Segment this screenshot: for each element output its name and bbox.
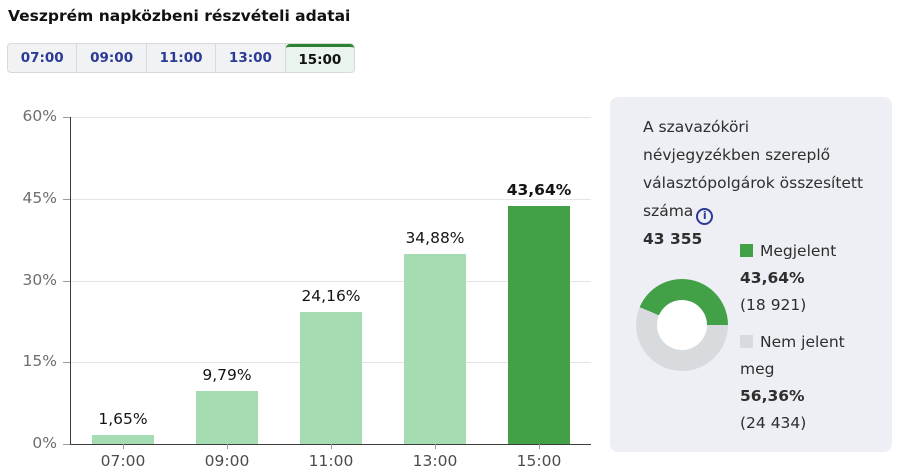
x-axis-tick xyxy=(123,444,124,449)
legend-count: (18 921) xyxy=(740,296,807,314)
y-axis-tick xyxy=(63,117,70,118)
bar-value-label: 9,79% xyxy=(202,365,252,384)
gridline xyxy=(71,117,591,118)
gridline xyxy=(71,198,591,200)
legend-percent: 56,36% xyxy=(740,387,805,405)
tab-15-00[interactable]: 15:00 xyxy=(285,44,354,72)
y-axis-tick xyxy=(63,362,70,364)
y-axis-tick xyxy=(63,280,70,282)
bar-1500[interactable] xyxy=(508,206,570,444)
y-axis-label: 45% xyxy=(22,188,57,207)
bar-value-label: 1,65% xyxy=(98,410,148,429)
legend-label: Megjelent xyxy=(760,242,837,260)
donut-chart[interactable] xyxy=(636,279,728,371)
legend-label: Nem jelent meg xyxy=(740,333,845,378)
megjelent-swatch xyxy=(740,244,753,257)
tab-11-00[interactable]: 11:00 xyxy=(147,44,217,72)
tab-07-00[interactable]: 07:00 xyxy=(8,44,78,72)
x-axis-tick xyxy=(227,444,228,449)
bar-value-label: 43,64% xyxy=(506,181,572,200)
donut-legend: Megjelent 43,64% (18 921) Nem jelent meg… xyxy=(740,238,884,447)
legend-count: (24 434) xyxy=(740,414,807,432)
bar-0900[interactable] xyxy=(196,390,258,444)
bar-value-label: 34,88% xyxy=(405,228,465,247)
donut-hole xyxy=(657,300,707,350)
voter-count-description: A szavazóköri névjegyzékben szereplő vál… xyxy=(643,118,864,220)
summary-panel: A szavazóköri névjegyzékben szereplő vál… xyxy=(610,97,892,452)
x-axis-label: 15:00 xyxy=(516,452,562,470)
page-title: Veszprém napközbeni részvételi adatai xyxy=(8,7,351,25)
legend-percent: 43,64% xyxy=(740,269,805,287)
legend-item-megjelent: Megjelent 43,64% (18 921) xyxy=(740,238,884,319)
bar-1100[interactable] xyxy=(300,312,362,444)
x-axis-tick xyxy=(331,444,332,449)
bar-chart-plot: 0% 15% 30% 45% 60% 1,65% 07:00 9,79% 09:00 24,16%… xyxy=(23,107,591,470)
nem-jelent-meg-swatch xyxy=(740,335,753,348)
y-axis-label: 15% xyxy=(22,352,57,371)
tab-13-00[interactable]: 13:00 xyxy=(216,44,286,72)
y-axis-label: 30% xyxy=(22,270,57,289)
y-axis-tick xyxy=(63,198,70,200)
x-axis-label: 09:00 xyxy=(204,452,250,470)
y-axis-label: 60% xyxy=(22,107,57,125)
x-axis-label: 07:00 xyxy=(100,452,146,470)
x-axis-tick xyxy=(539,444,540,449)
x-axis-label: 13:00 xyxy=(412,452,458,470)
legend-item-nem-jelent-meg: Nem jelent meg 56,36% (24 434) xyxy=(740,329,884,437)
voter-count-total: 43 355 xyxy=(643,230,703,248)
tab-09-00[interactable]: 09:00 xyxy=(77,44,147,72)
time-tab-bar: 07:00 09:00 11:00 13:00 15:00 xyxy=(7,43,355,73)
y-axis-tick xyxy=(63,444,70,445)
y-axis-label: 0% xyxy=(32,434,57,452)
bar-0700[interactable] xyxy=(92,435,154,444)
x-axis-tick xyxy=(435,444,436,449)
x-axis-label: 11:00 xyxy=(308,452,354,470)
bar-1300[interactable] xyxy=(404,253,466,444)
info-icon[interactable] xyxy=(696,207,714,225)
voter-count-text: A szavazóköri névjegyzékben szereplő vál… xyxy=(643,113,869,253)
gridline xyxy=(71,280,591,282)
bar-value-label: 24,16% xyxy=(301,287,361,306)
